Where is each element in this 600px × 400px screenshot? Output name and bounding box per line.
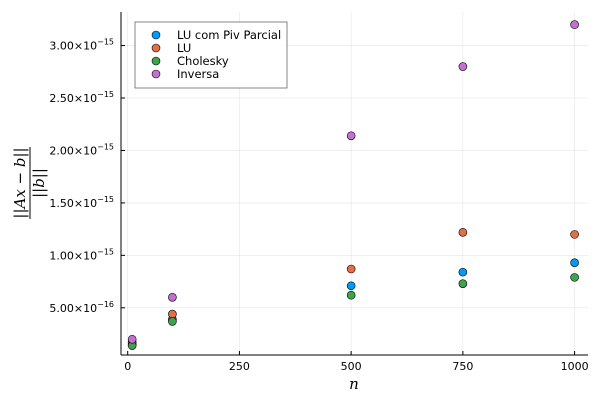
legend-marker-inversa xyxy=(151,69,161,79)
y-tick-label: 2.50×10−15 xyxy=(49,90,114,105)
y-tick-label: 3.00×10−15 xyxy=(49,38,114,53)
y-tick-label: 5.00×10−16 xyxy=(49,300,114,315)
x-axis-ticks: 0 250 500 750 1000 xyxy=(124,351,589,373)
point-inversa xyxy=(127,334,137,344)
point-cholesky xyxy=(458,279,468,288)
point-lu xyxy=(346,264,356,274)
y-axis-label-denominator: ||b|| xyxy=(30,168,48,198)
legend-label-cholesky: Cholesky xyxy=(177,54,229,68)
y-tick-label: 1.50×10−15 xyxy=(49,195,114,210)
x-tick-label: 500 xyxy=(341,360,362,373)
point-lu-com-piv-parcial xyxy=(346,281,356,291)
y-axis-label-numerator: ||Ax − b|| xyxy=(11,147,29,218)
x-tick-label: 0 xyxy=(124,360,131,373)
point-inversa xyxy=(168,293,177,302)
point-inversa xyxy=(458,62,468,71)
legend-label-lu-com-piv-parcial: LU com Piv Parcial xyxy=(177,28,281,42)
x-tick-label: 750 xyxy=(452,360,473,373)
point-inversa xyxy=(346,131,356,141)
point-cholesky xyxy=(168,317,177,326)
y-axis-ticks: 5.00×10−16 1.00×10−15 1.50×10−15 2.00×10−15… xyxy=(49,38,125,315)
y-tick-label: 1.00×10−15 xyxy=(49,247,114,262)
point-inversa xyxy=(570,20,579,29)
point-cholesky xyxy=(570,273,579,282)
point-cholesky xyxy=(346,290,356,300)
legend-marker-lu-com-piv-parcial xyxy=(151,30,161,40)
point-lu-com-piv-parcial xyxy=(570,258,579,267)
y-tick-label: 2.00×10−15 xyxy=(49,142,114,157)
point-lu xyxy=(570,230,579,239)
data-points xyxy=(127,20,579,350)
legend-label-lu: LU xyxy=(177,41,191,55)
legend-marker-cholesky xyxy=(151,56,161,66)
axes xyxy=(120,12,588,356)
legend-box xyxy=(134,21,288,89)
x-tick-label: 1000 xyxy=(561,360,589,373)
point-lu xyxy=(168,309,177,319)
x-tick-label: 250 xyxy=(229,360,250,373)
x-axis-label: n xyxy=(349,375,359,393)
y-axis-label: ||Ax − b|| ||b|| xyxy=(11,147,48,219)
point-lu-com-piv-parcial xyxy=(458,267,468,277)
legend-marker-lu xyxy=(151,43,161,53)
point-lu xyxy=(458,227,468,237)
legend-label-inversa: Inversa xyxy=(177,67,219,81)
